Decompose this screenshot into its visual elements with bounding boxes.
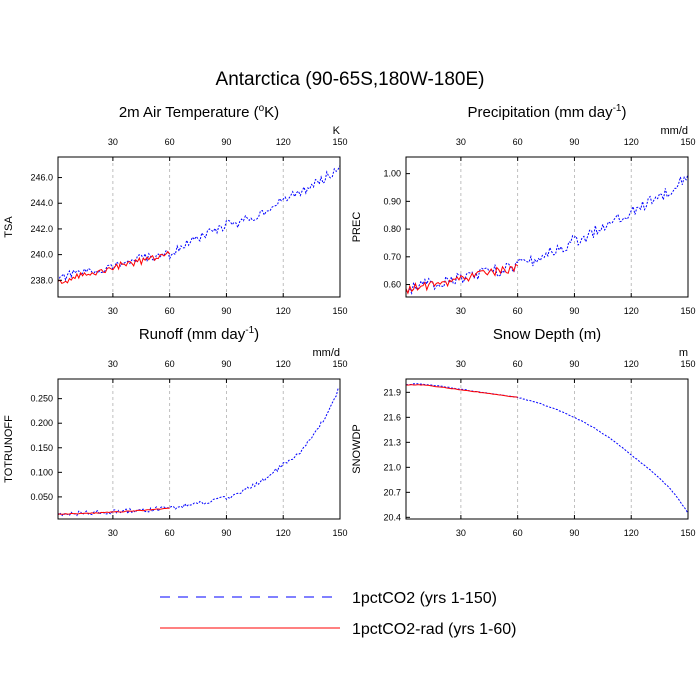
y-tick-label: 240.0 bbox=[30, 250, 53, 260]
y-tick-label: 0.70 bbox=[383, 252, 401, 262]
panel-4: Snow Depth (m) m SNOWDP 30 30 60 60 90 90 120 120 1… bbox=[351, 326, 696, 538]
x-tick-label-top: 30 bbox=[108, 359, 118, 369]
series-line-1pctCO2-rad bbox=[58, 507, 170, 515]
x-tick-label-top: 60 bbox=[513, 359, 523, 369]
x-tick-label-bottom: 30 bbox=[108, 528, 118, 538]
x-tick-label-top: 90 bbox=[221, 359, 231, 369]
y-tick-label: 242.0 bbox=[30, 224, 53, 234]
panel-1: 2m Air Temperature (oK) K TSA 30 30 60 60 90 90 1… bbox=[3, 103, 348, 316]
x-tick-label-bottom: 150 bbox=[680, 528, 695, 538]
x-tick-label-top: 60 bbox=[165, 359, 175, 369]
x-tick-label-bottom: 60 bbox=[513, 306, 523, 316]
x-tick-label-top: 30 bbox=[456, 359, 466, 369]
panel-3: Runoff (mm day-1) mm/d TOTRUNOFF 30 30 60 60 90… bbox=[3, 325, 348, 538]
x-tick-label-top: 30 bbox=[456, 137, 466, 147]
y-tick-label: 244.0 bbox=[30, 198, 53, 208]
y-axis-label: PREC bbox=[351, 212, 363, 243]
y-axis-label: TSA bbox=[3, 216, 15, 238]
legend-label: 1pctCO2 (yrs 1-150) bbox=[352, 590, 497, 607]
panel-title: 2m Air Temperature (oK) bbox=[119, 103, 279, 121]
x-tick-label-bottom: 30 bbox=[108, 306, 118, 316]
x-tick-label-bottom: 90 bbox=[221, 528, 231, 538]
y-tick-label: 0.80 bbox=[383, 224, 401, 234]
y-tick-label: 21.9 bbox=[383, 387, 401, 397]
x-tick-label-top: 90 bbox=[569, 137, 579, 147]
y-tick-label: 20.7 bbox=[383, 487, 401, 497]
y-tick-label: 20.4 bbox=[383, 512, 401, 522]
figure-title: Antarctica (90-65S,180W-180E) bbox=[216, 69, 485, 90]
x-tick-label-top: 30 bbox=[108, 137, 118, 147]
y-tick-label: 21.6 bbox=[383, 412, 401, 422]
units-label: K bbox=[333, 125, 341, 137]
x-tick-label-top: 120 bbox=[624, 359, 639, 369]
x-tick-label-bottom: 150 bbox=[332, 306, 347, 316]
y-tick-label: 0.60 bbox=[383, 280, 401, 290]
units-label: m bbox=[679, 347, 688, 359]
plot-frame bbox=[57, 378, 341, 520]
panel-2: Precipitation (mm day-1) mm/d PREC 30 30 60 60… bbox=[351, 103, 696, 316]
x-tick-label-bottom: 150 bbox=[680, 306, 695, 316]
y-tick-label: 21.3 bbox=[383, 437, 401, 447]
x-tick-label-bottom: 120 bbox=[276, 306, 291, 316]
y-tick-label: 1.00 bbox=[383, 169, 401, 179]
x-tick-label-top: 120 bbox=[276, 359, 291, 369]
y-tick-label: 0.100 bbox=[30, 467, 53, 477]
x-tick-label-top: 60 bbox=[165, 137, 175, 147]
plot-frame bbox=[405, 156, 689, 298]
panel-title: Snow Depth (m) bbox=[493, 326, 601, 343]
y-axis-label: SNOWDP bbox=[351, 424, 363, 474]
x-tick-label-top: 150 bbox=[680, 137, 695, 147]
units-label: mm/d bbox=[313, 347, 341, 359]
y-tick-label: 0.150 bbox=[30, 443, 53, 453]
x-tick-label-top: 150 bbox=[680, 359, 695, 369]
x-tick-label-top: 90 bbox=[569, 359, 579, 369]
series-line-1pctCO2 bbox=[58, 165, 340, 282]
x-tick-label-bottom: 30 bbox=[456, 528, 466, 538]
x-tick-label-bottom: 90 bbox=[569, 306, 579, 316]
y-tick-label: 21.0 bbox=[383, 462, 401, 472]
series-line-1pctCO2-rad bbox=[406, 384, 518, 398]
series-line-1pctCO2 bbox=[58, 387, 340, 517]
panel-title: Runoff (mm day-1) bbox=[139, 325, 259, 343]
plot-frame bbox=[57, 156, 341, 298]
y-tick-label: 246.0 bbox=[30, 173, 53, 183]
x-tick-label-top: 150 bbox=[332, 137, 347, 147]
series-line-1pctCO2 bbox=[406, 174, 688, 295]
y-axis-label: TOTRUNOFF bbox=[3, 415, 15, 483]
panels-group: 2m Air Temperature (oK) K TSA 30 30 60 60 90 90 1… bbox=[3, 103, 696, 538]
x-tick-label-top: 120 bbox=[624, 137, 639, 147]
x-tick-label-bottom: 150 bbox=[332, 528, 347, 538]
x-tick-label-bottom: 60 bbox=[165, 306, 175, 316]
legend: 1pctCO2 (yrs 1-150) 1pctCO2-rad (yrs 1-60… bbox=[160, 590, 517, 638]
series-line-1pctCO2-rad bbox=[406, 263, 518, 295]
x-tick-label-bottom: 60 bbox=[513, 528, 523, 538]
x-tick-label-bottom: 90 bbox=[569, 528, 579, 538]
x-tick-label-top: 120 bbox=[276, 137, 291, 147]
y-tick-label: 0.90 bbox=[383, 196, 401, 206]
x-tick-label-bottom: 60 bbox=[165, 528, 175, 538]
legend-label: 1pctCO2-rad (yrs 1-60) bbox=[352, 621, 517, 638]
units-label: mm/d bbox=[661, 125, 689, 137]
panel-title: Precipitation (mm day-1) bbox=[468, 103, 627, 121]
x-tick-label-top: 60 bbox=[513, 137, 523, 147]
y-tick-label: 0.200 bbox=[30, 418, 53, 428]
x-tick-label-bottom: 120 bbox=[624, 528, 639, 538]
x-tick-label-bottom: 120 bbox=[276, 528, 291, 538]
y-tick-label: 0.050 bbox=[30, 492, 53, 502]
series-line-1pctCO2 bbox=[406, 383, 688, 514]
plot-frame bbox=[405, 378, 689, 520]
x-tick-label-top: 150 bbox=[332, 359, 347, 369]
x-tick-label-bottom: 90 bbox=[221, 306, 231, 316]
y-tick-label: 0.250 bbox=[30, 394, 53, 404]
x-tick-label-bottom: 120 bbox=[624, 306, 639, 316]
series-line-1pctCO2-rad bbox=[58, 250, 171, 285]
y-tick-label: 238.0 bbox=[30, 275, 53, 285]
x-tick-label-top: 90 bbox=[221, 137, 231, 147]
x-tick-label-bottom: 30 bbox=[456, 306, 466, 316]
